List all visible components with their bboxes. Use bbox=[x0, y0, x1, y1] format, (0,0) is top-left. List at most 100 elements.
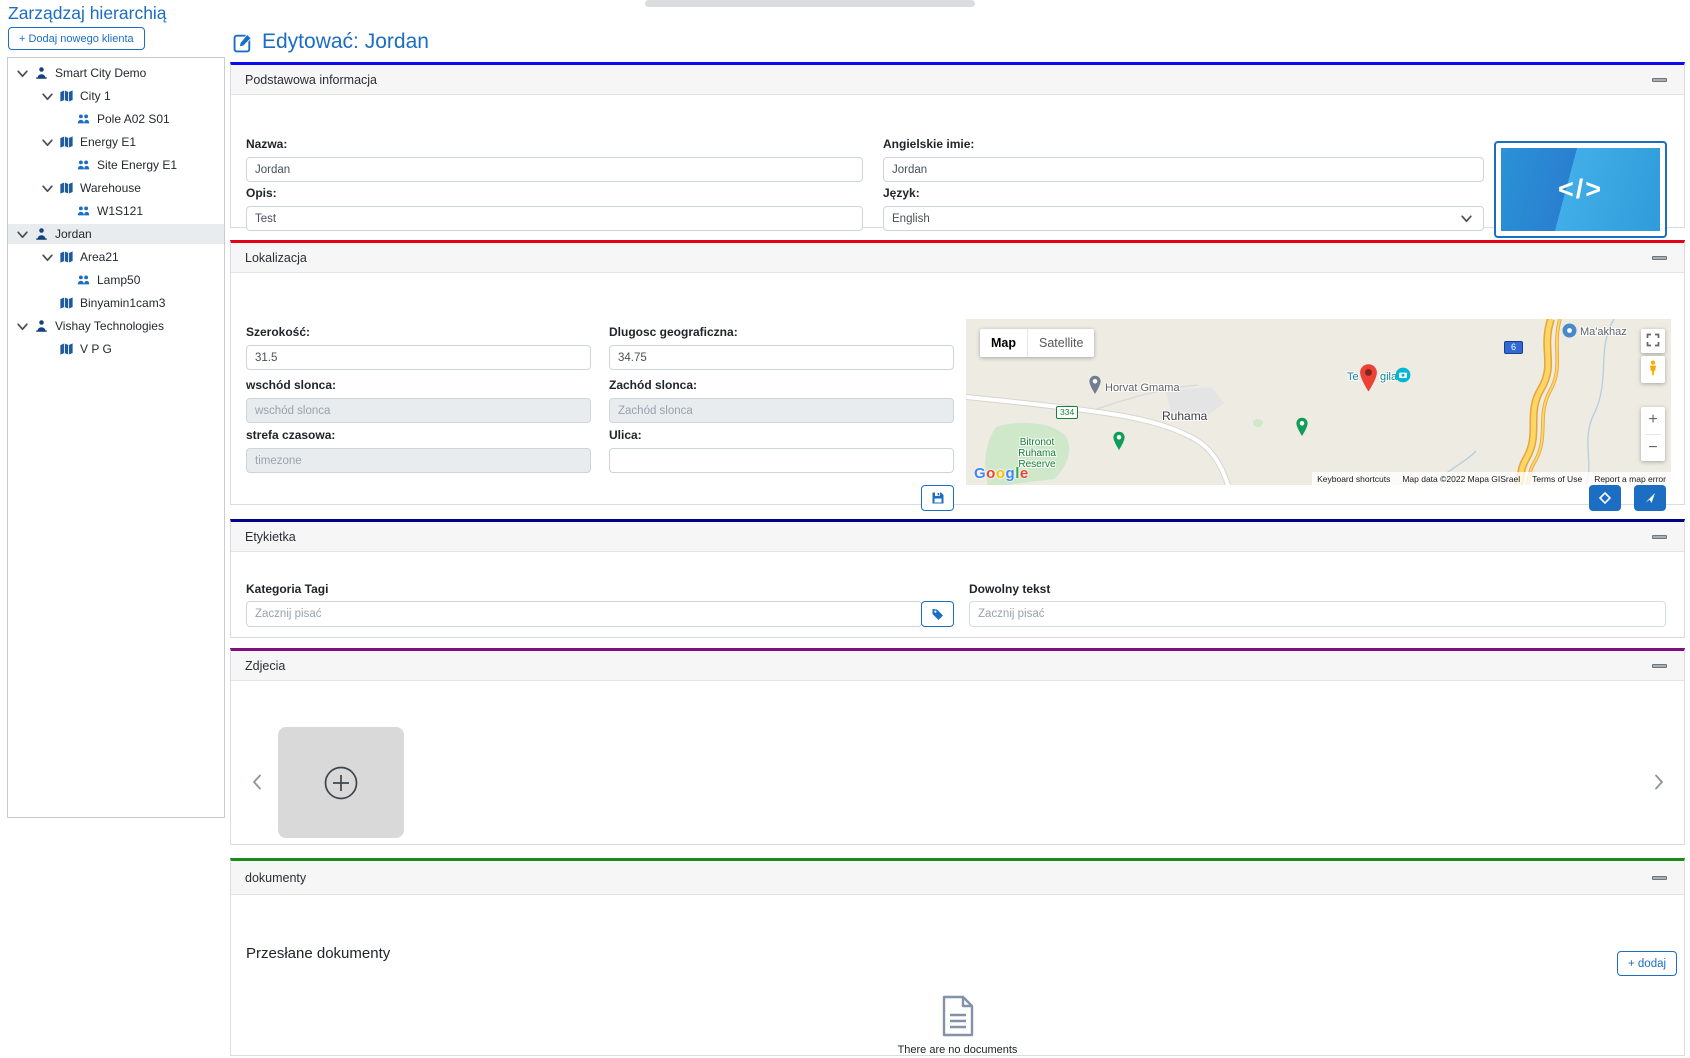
sidebar-item-site-energy-e1[interactable]: Site Energy E1 bbox=[8, 155, 224, 175]
code-icon: </> bbox=[1501, 148, 1660, 231]
sidebar-item-warehouse[interactable]: Warehouse bbox=[8, 178, 224, 198]
tags-button[interactable] bbox=[921, 601, 954, 627]
google-map[interactable]: Horvat Gmama 334 Ruhama Bitronot Ruhama … bbox=[966, 319, 1671, 485]
location-marker-icon[interactable] bbox=[1358, 363, 1379, 393]
keyboard-shortcuts-link[interactable]: Keyboard shortcuts bbox=[1317, 474, 1390, 484]
chevron-down-icon[interactable] bbox=[41, 90, 54, 103]
section-title: Podstawowa informacja bbox=[245, 73, 377, 87]
diamond-icon bbox=[1599, 492, 1611, 504]
app-root: Zarządzaj hierarchią + Dodaj nowego klie… bbox=[0, 0, 1690, 1058]
street-view-pegman-button[interactable] bbox=[1641, 356, 1665, 383]
longitude-input[interactable] bbox=[609, 345, 954, 370]
map-icon bbox=[59, 89, 74, 103]
park-pin-icon[interactable] bbox=[1295, 417, 1309, 437]
minus-icon bbox=[1652, 535, 1667, 539]
map-tab-button[interactable]: Map bbox=[980, 329, 1027, 357]
zoom-in-button[interactable]: + bbox=[1641, 407, 1665, 434]
site-icon bbox=[76, 158, 91, 172]
category-tags-input[interactable] bbox=[246, 601, 922, 627]
locate-button[interactable] bbox=[1634, 485, 1666, 511]
section-label-header[interactable]: Etykietka bbox=[231, 522, 1684, 552]
map-data-text: Map data ©2022 Mapa GISrael bbox=[1402, 474, 1520, 484]
sunset-label: Zachód slonca: bbox=[609, 378, 697, 392]
camera-poi-icon[interactable] bbox=[1395, 367, 1411, 383]
language-select[interactable]: English bbox=[883, 206, 1484, 231]
sidebar-item-lamp50[interactable]: Lamp50 bbox=[8, 270, 224, 290]
section-title: Etykietka bbox=[245, 530, 296, 544]
sidebar-item-pole-a02-s01[interactable]: Pole A02 S01 bbox=[8, 109, 224, 129]
section-location-header[interactable]: Lokalizacja bbox=[231, 243, 1684, 273]
satellite-tab-button[interactable]: Satellite bbox=[1027, 329, 1094, 357]
fullscreen-button[interactable] bbox=[1641, 329, 1665, 353]
map-icon bbox=[59, 250, 74, 264]
add-document-button[interactable]: + dodaj bbox=[1617, 951, 1677, 976]
report-map-error-link[interactable]: Report a map error bbox=[1594, 474, 1666, 484]
english-name-input[interactable] bbox=[883, 157, 1484, 182]
center-map-button[interactable] bbox=[1589, 485, 1621, 511]
chevron-down-icon bbox=[1460, 212, 1473, 225]
save-location-button[interactable] bbox=[921, 485, 954, 511]
add-photo-tile[interactable] bbox=[278, 727, 404, 838]
google-logo[interactable]: Google bbox=[974, 465, 1029, 482]
sidebar-item-jordan[interactable]: Jordan bbox=[8, 224, 224, 244]
chevron-down-icon[interactable] bbox=[16, 320, 29, 333]
poi-circle-icon[interactable] bbox=[1562, 323, 1577, 338]
client-icon bbox=[34, 319, 49, 333]
section-title: Zdjecia bbox=[245, 659, 285, 673]
client-icon bbox=[34, 227, 49, 241]
road-badge-334: 334 bbox=[1056, 406, 1078, 419]
terms-of-use-link[interactable]: Terms of Use bbox=[1532, 474, 1582, 484]
chevron-down-icon[interactable] bbox=[41, 182, 54, 195]
sidebar-item-smart-city-demo[interactable]: Smart City Demo bbox=[8, 63, 224, 83]
sidebar-item-w1s121[interactable]: W1S121 bbox=[8, 201, 224, 221]
sidebar-item-city-1[interactable]: City 1 bbox=[8, 86, 224, 106]
section-photos-header[interactable]: Zdjecia bbox=[231, 651, 1684, 681]
carousel-prev-button[interactable] bbox=[249, 771, 265, 795]
map-icon bbox=[59, 342, 74, 356]
longitude-label: Dlugosc geograficzna: bbox=[609, 325, 738, 339]
name-label: Nazwa: bbox=[246, 137, 287, 151]
name-input[interactable] bbox=[246, 157, 863, 182]
collapse-section-button[interactable] bbox=[1652, 73, 1670, 87]
poi-pin-icon[interactable] bbox=[1088, 375, 1102, 395]
section-basic-info-header[interactable]: Podstawowa informacja bbox=[231, 65, 1684, 95]
collapse-section-button[interactable] bbox=[1652, 251, 1670, 265]
minus-icon bbox=[1652, 876, 1667, 880]
street-input[interactable] bbox=[609, 448, 954, 473]
sidebar-item-vishay-technologies[interactable]: Vishay Technologies bbox=[8, 316, 224, 336]
map-attribution: Keyboard shortcuts Map data ©2022 Mapa G… bbox=[1312, 472, 1671, 485]
latitude-input[interactable] bbox=[246, 345, 591, 370]
sidebar-item-binyamin1cam3[interactable]: Binyamin1cam3 bbox=[8, 293, 224, 313]
collapse-section-button[interactable] bbox=[1652, 871, 1670, 885]
scrollbar-thumb[interactable] bbox=[645, 0, 975, 7]
chevron-down-icon[interactable] bbox=[16, 67, 29, 80]
site-icon bbox=[76, 273, 91, 287]
code-image-card[interactable]: </> bbox=[1494, 141, 1667, 238]
hiking-pin-icon[interactable] bbox=[1112, 431, 1126, 451]
timezone-input bbox=[246, 448, 591, 473]
description-input[interactable] bbox=[246, 206, 863, 231]
add-client-button[interactable]: + Dodaj nowego klienta bbox=[8, 27, 145, 50]
english-name-label: Angielskie imie: bbox=[883, 137, 974, 151]
chevron-right-icon bbox=[1654, 774, 1664, 790]
description-label: Opis: bbox=[246, 186, 277, 200]
section-label: Etykietka Kategoria Tagi Dowolny tekst bbox=[230, 519, 1685, 638]
free-text-input[interactable] bbox=[969, 601, 1666, 627]
minus-icon bbox=[1652, 256, 1667, 260]
chevron-down-icon[interactable] bbox=[41, 251, 54, 264]
chevron-down-icon[interactable] bbox=[41, 136, 54, 149]
map-label-ruhama: Ruhama bbox=[1162, 409, 1207, 423]
collapse-section-button[interactable] bbox=[1652, 530, 1670, 544]
carousel-next-button[interactable] bbox=[1651, 771, 1667, 795]
sidebar-item-v-p-g[interactable]: V P G bbox=[8, 339, 224, 359]
section-photos: Zdjecia bbox=[230, 648, 1685, 845]
navigation-arrow-icon bbox=[1644, 492, 1656, 504]
sidebar-item-area21[interactable]: Area21 bbox=[8, 247, 224, 267]
section-documents-header[interactable]: dokumenty bbox=[231, 861, 1684, 895]
sidebar-item-energy-e1[interactable]: Energy E1 bbox=[8, 132, 224, 152]
collapse-section-button[interactable] bbox=[1652, 659, 1670, 673]
section-title: Lokalizacja bbox=[245, 251, 307, 265]
chevron-down-icon[interactable] bbox=[16, 228, 29, 241]
zoom-out-button[interactable]: − bbox=[1641, 435, 1665, 462]
free-text-label: Dowolny tekst bbox=[969, 582, 1050, 596]
